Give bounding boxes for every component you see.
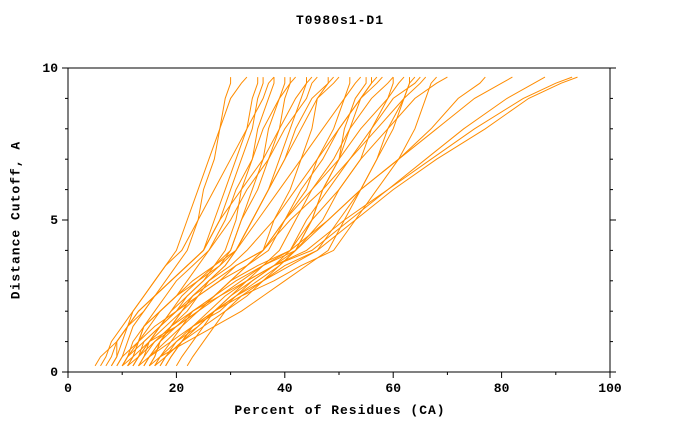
- model-curve: [138, 76, 334, 367]
- model-curve: [143, 76, 383, 367]
- x-tick-label: 60: [385, 381, 401, 396]
- x-tick-label: 100: [598, 381, 622, 396]
- model-curve: [100, 76, 248, 367]
- model-curve: [148, 76, 378, 367]
- y-tick-label: 5: [50, 213, 58, 228]
- model-curve: [138, 76, 362, 367]
- model-curve: [121, 77, 275, 367]
- y-tick-label: 0: [50, 365, 58, 380]
- model-curve: [148, 76, 416, 367]
- x-tick-label: 40: [277, 381, 293, 396]
- x-tick-label: 0: [64, 381, 72, 396]
- model-curve: [132, 76, 427, 367]
- model-curve: [154, 76, 513, 367]
- model-curve: [148, 76, 405, 367]
- model-curve: [121, 76, 296, 367]
- model-curve: [154, 76, 421, 367]
- model-curve: [110, 76, 275, 367]
- model-curve: [159, 76, 394, 367]
- model-curve: [159, 76, 437, 367]
- model-curve: [165, 76, 546, 367]
- model-curve: [175, 76, 573, 367]
- y-tick-label: 10: [42, 61, 58, 76]
- model-curve: [116, 77, 286, 367]
- x-tick-label: 20: [169, 381, 185, 396]
- x-axis-label: Percent of Residues (CA): [234, 403, 446, 418]
- model-curve: [127, 77, 329, 367]
- model-curve: [143, 76, 486, 367]
- model-curve: [121, 76, 448, 367]
- model-curve: [121, 77, 307, 367]
- x-tick-label: 80: [494, 381, 510, 396]
- model-curve: [132, 77, 351, 367]
- model-curve: [127, 77, 291, 367]
- model-curve: [116, 76, 313, 367]
- chart-title: T0980s1-D1: [295, 13, 384, 28]
- model-curve: [186, 76, 578, 367]
